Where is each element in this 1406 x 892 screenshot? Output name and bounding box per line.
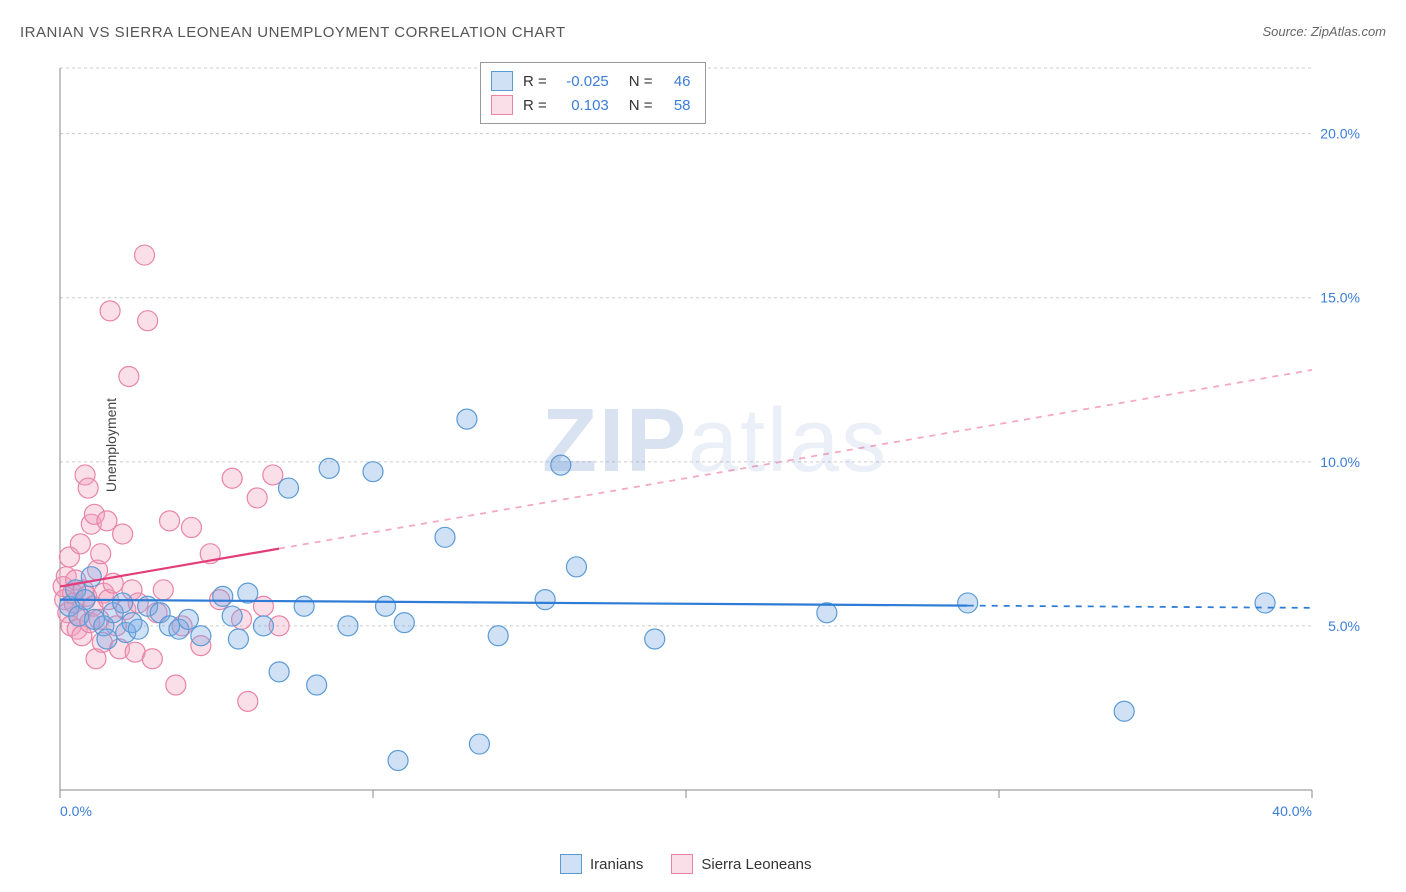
data-point xyxy=(91,544,111,564)
legend-n-value: 46 xyxy=(663,73,691,90)
data-point xyxy=(128,619,148,639)
source-label: Source: ZipAtlas.com xyxy=(1262,24,1386,39)
data-point xyxy=(469,734,489,754)
data-point xyxy=(488,626,508,646)
data-point xyxy=(338,616,358,636)
y-tick-label: 15.0% xyxy=(1320,290,1360,306)
data-point xyxy=(958,593,978,613)
scatter-svg: 5.0% 10.0% 15.0% 20.0% 0.0% 40.0% xyxy=(52,60,1372,830)
legend-item: Sierra Leoneans xyxy=(671,854,811,874)
data-point xyxy=(160,511,180,531)
legend-label: Sierra Leoneans xyxy=(701,856,811,873)
data-point xyxy=(113,524,133,544)
data-point xyxy=(376,596,396,616)
data-point xyxy=(70,534,90,554)
data-point xyxy=(191,626,211,646)
y-tick-label: 5.0% xyxy=(1328,618,1360,634)
legend-swatch xyxy=(491,71,513,91)
data-point xyxy=(645,629,665,649)
data-point xyxy=(435,527,455,547)
data-point xyxy=(551,455,571,475)
legend-n-value: 58 xyxy=(663,97,691,114)
data-point xyxy=(307,675,327,695)
data-point xyxy=(135,245,155,265)
data-point xyxy=(113,593,133,613)
data-point xyxy=(294,596,314,616)
legend-label: Iranians xyxy=(590,856,643,873)
legend-row: R = -0.025 N = 46 xyxy=(491,69,691,93)
data-point xyxy=(153,580,173,600)
chart-title: IRANIAN VS SIERRA LEONEAN UNEMPLOYMENT C… xyxy=(20,24,566,41)
data-point xyxy=(535,590,555,610)
data-point xyxy=(78,478,98,498)
legend-swatch xyxy=(560,854,582,874)
data-point xyxy=(238,691,258,711)
data-point xyxy=(97,511,117,531)
data-point xyxy=(181,517,201,537)
data-point xyxy=(222,468,242,488)
legend-item: Iranians xyxy=(560,854,643,874)
legend-r-value: 0.103 xyxy=(557,97,609,114)
trend-line-dashed xyxy=(279,370,1312,549)
legend-r-value: -0.025 xyxy=(557,73,609,90)
y-tick-label: 10.0% xyxy=(1320,454,1360,470)
data-point xyxy=(213,586,233,606)
legend-r-label: R = xyxy=(523,97,547,114)
data-point xyxy=(166,675,186,695)
data-point xyxy=(97,629,117,649)
y-axis-label: Unemployment xyxy=(103,398,119,492)
data-point xyxy=(228,629,248,649)
data-point xyxy=(222,606,242,626)
y-tick-label: 20.0% xyxy=(1320,126,1360,142)
x-tick-label: 40.0% xyxy=(1272,803,1312,819)
series-legend: Iranians Sierra Leoneans xyxy=(560,854,811,874)
data-point xyxy=(247,488,267,508)
data-point xyxy=(269,662,289,682)
legend-n-label: N = xyxy=(629,73,653,90)
data-point xyxy=(1255,593,1275,613)
correlation-legend: R = -0.025 N = 46 R = 0.103 N = 58 xyxy=(480,62,706,124)
data-point xyxy=(138,311,158,331)
trend-line-solid xyxy=(60,600,968,606)
data-point xyxy=(363,462,383,482)
data-point xyxy=(178,609,198,629)
data-point xyxy=(278,478,298,498)
legend-n-label: N = xyxy=(629,97,653,114)
data-point xyxy=(253,616,273,636)
data-point xyxy=(457,409,477,429)
data-point xyxy=(81,567,101,587)
legend-r-label: R = xyxy=(523,73,547,90)
data-point xyxy=(263,465,283,485)
x-tick-label: 0.0% xyxy=(60,803,92,819)
data-point xyxy=(253,596,273,616)
data-point xyxy=(566,557,586,577)
legend-row: R = 0.103 N = 58 xyxy=(491,93,691,117)
data-point xyxy=(119,366,139,386)
data-point xyxy=(388,750,408,770)
legend-swatch xyxy=(491,95,513,115)
data-point xyxy=(394,613,414,633)
data-point xyxy=(100,301,120,321)
legend-swatch xyxy=(671,854,693,874)
plot-area: Unemployment 5.0% 10.0% 15.0% 20.0% 0.0% 40.0… xyxy=(52,60,1372,830)
data-point xyxy=(1114,701,1134,721)
data-point xyxy=(319,458,339,478)
data-point xyxy=(142,649,162,669)
